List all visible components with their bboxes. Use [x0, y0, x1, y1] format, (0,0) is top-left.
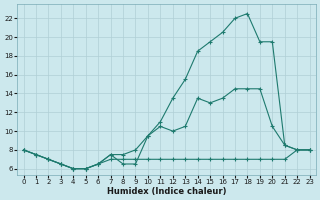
X-axis label: Humidex (Indice chaleur): Humidex (Indice chaleur) [107, 187, 226, 196]
